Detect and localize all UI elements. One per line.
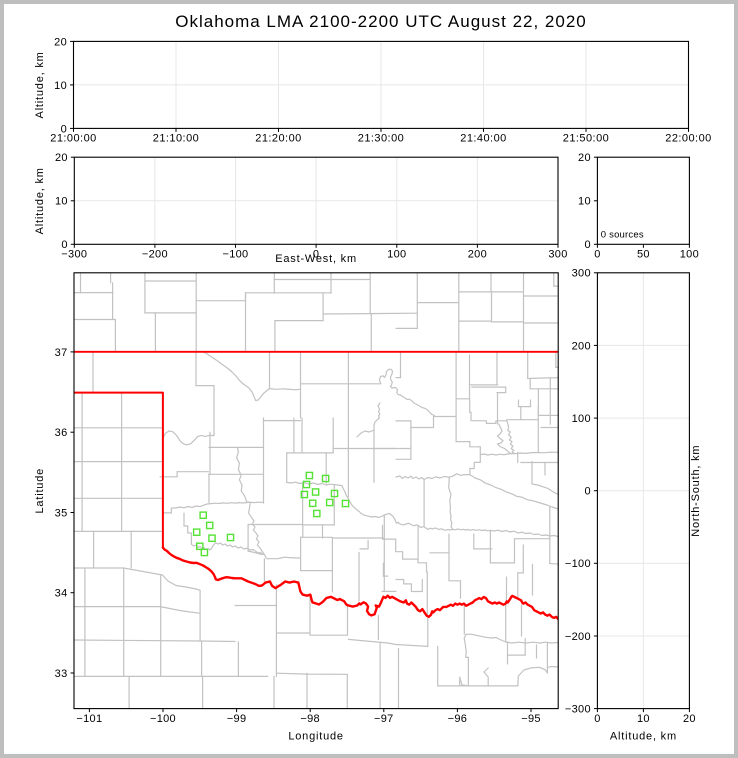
svg-text:100: 100 (387, 249, 406, 261)
svg-text:−96: −96 (448, 713, 468, 725)
svg-text:37: 37 (55, 347, 68, 359)
svg-text:−200: −200 (142, 249, 168, 261)
svg-text:−300: −300 (565, 704, 591, 716)
svg-text:21:40:00: 21:40:00 (460, 133, 506, 145)
svg-text:10: 10 (54, 80, 67, 92)
svg-text:20: 20 (55, 152, 68, 164)
svg-text:50: 50 (637, 249, 650, 261)
svg-text:−95: −95 (521, 713, 541, 725)
svg-text:0: 0 (61, 239, 67, 251)
svg-text:−101: −101 (76, 713, 102, 725)
svg-text:Altitude, km: Altitude, km (34, 167, 46, 234)
svg-text:200: 200 (468, 249, 487, 261)
svg-text:−99: −99 (227, 713, 247, 725)
svg-text:35: 35 (55, 507, 68, 519)
svg-text:0: 0 (584, 239, 590, 251)
svg-text:22:00:00: 22:00:00 (665, 133, 711, 145)
svg-text:21:50:00: 21:50:00 (563, 133, 609, 145)
svg-text:Latitude: Latitude (34, 468, 46, 514)
svg-text:−100: −100 (150, 713, 176, 725)
svg-text:21:30:00: 21:30:00 (358, 133, 404, 145)
svg-text:Altitude, km: Altitude, km (610, 730, 677, 742)
svg-text:300: 300 (572, 268, 591, 280)
svg-text:0: 0 (61, 123, 67, 135)
svg-text:−100: −100 (565, 558, 591, 570)
svg-text:North-South, km: North-South, km (690, 445, 702, 537)
svg-text:Longitude: Longitude (288, 730, 344, 742)
svg-text:21:00:00: 21:00:00 (50, 133, 96, 145)
svg-text:21:10:00: 21:10:00 (153, 133, 199, 145)
svg-text:10: 10 (578, 196, 591, 208)
svg-text:100: 100 (680, 249, 699, 261)
svg-text:Oklahoma LMA 2100-2200 UTC Aug: Oklahoma LMA 2100-2200 UTC August 22, 20… (175, 12, 587, 31)
svg-text:0 sources: 0 sources (601, 229, 644, 240)
svg-text:33: 33 (55, 668, 68, 680)
svg-text:0: 0 (594, 249, 600, 261)
svg-text:Altitude, km: Altitude, km (34, 51, 46, 118)
svg-text:−100: −100 (223, 249, 249, 261)
svg-text:0: 0 (584, 486, 590, 498)
svg-text:300: 300 (548, 249, 567, 261)
svg-text:20: 20 (683, 713, 696, 725)
svg-text:21:20:00: 21:20:00 (255, 133, 301, 145)
svg-text:−97: −97 (374, 713, 394, 725)
svg-text:−98: −98 (300, 713, 320, 725)
svg-text:10: 10 (637, 713, 650, 725)
svg-text:10: 10 (55, 196, 68, 208)
svg-text:20: 20 (578, 152, 591, 164)
svg-text:100: 100 (572, 413, 591, 425)
svg-text:0: 0 (594, 713, 600, 725)
svg-text:0: 0 (313, 249, 319, 261)
svg-text:34: 34 (55, 588, 68, 600)
svg-text:36: 36 (55, 427, 68, 439)
svg-text:−200: −200 (565, 631, 591, 643)
svg-text:−300: −300 (61, 249, 87, 261)
svg-text:200: 200 (572, 340, 591, 352)
svg-text:20: 20 (54, 36, 67, 48)
svg-text:East-West, km: East-West, km (275, 253, 357, 265)
